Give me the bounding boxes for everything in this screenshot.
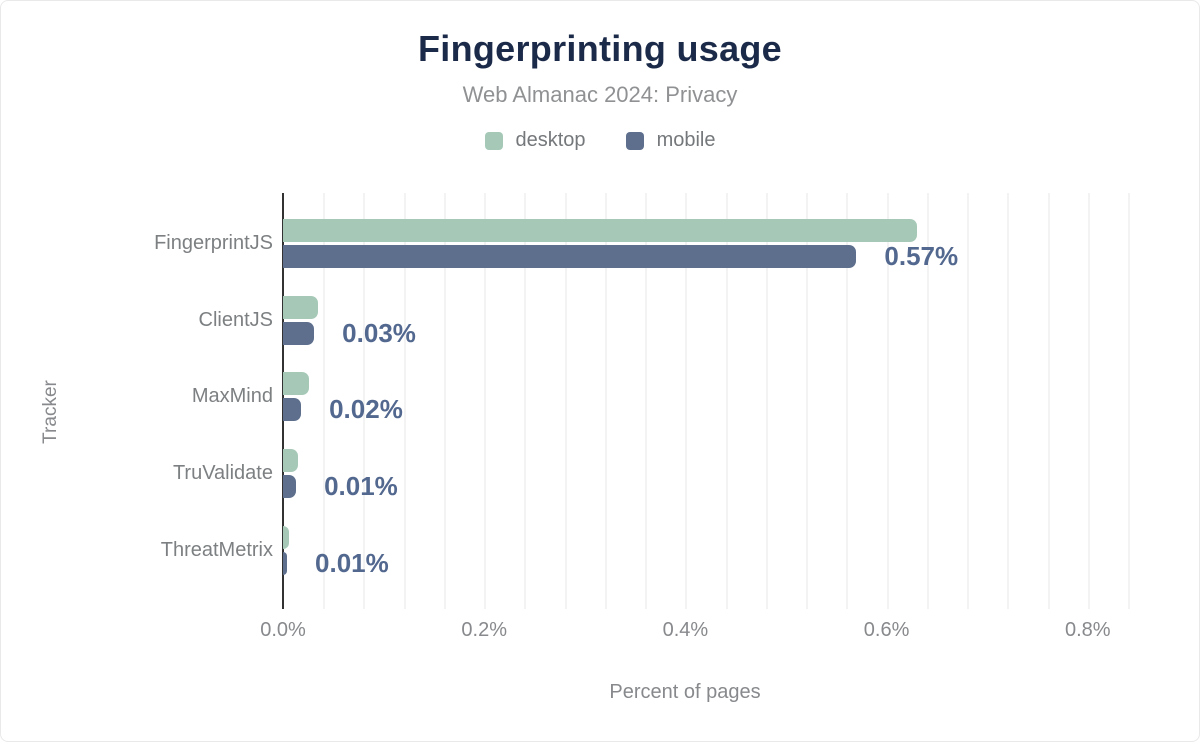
bar-row (283, 526, 1128, 550)
x-tick-label: 0.6% (863, 619, 910, 641)
gridline (1007, 193, 1010, 609)
bar-desktop-maxmind[interactable] (283, 372, 310, 396)
gridline (765, 193, 768, 609)
gridline (363, 193, 366, 609)
mobile-swatch-icon (625, 131, 644, 150)
bar-row: 0.01% (283, 471, 1128, 502)
x-tick-label: 0.2% (461, 619, 507, 641)
chart-title: Fingerprinting usage (417, 28, 782, 69)
bar-group-clientjs: ClientJS 0.03% (199, 282, 1128, 359)
bar-group-truvalidate: TruValidate 0.01% (173, 435, 1128, 512)
value-label: 0.57% (884, 240, 959, 271)
value-label: 0.01% (315, 548, 389, 579)
value-label: 0.03% (342, 317, 416, 348)
bar-row: 0.02% (283, 394, 1128, 425)
value-label: 0.02% (329, 394, 403, 425)
gridline (806, 193, 809, 609)
gridline (886, 193, 889, 609)
gridline (926, 193, 929, 609)
gridline (967, 193, 970, 609)
category-label: ClientJS (198, 308, 273, 331)
x-tick-label: 0.8% (1064, 619, 1111, 641)
bar-row (283, 295, 1128, 319)
bar-row (283, 449, 1128, 473)
gridline (1087, 193, 1090, 609)
x-axis-title: Percent of pages (609, 681, 761, 703)
legend-item-mobile[interactable]: mobile (625, 129, 716, 152)
category-label: ThreatMetrix (160, 539, 273, 562)
bar-group-threatmetrix: ThreatMetrix 0.01% (161, 512, 1128, 589)
bar-group-fingerprintjs: FingerprintJS 0.57% (154, 205, 1128, 282)
bar-mobile-fingerprintjs[interactable] (283, 244, 857, 268)
legend-label: mobile (656, 129, 716, 151)
bar-group-maxmind: MaxMind 0.02% (192, 359, 1128, 436)
plot-area: FingerprintJS 0.57% ClientJS 0.03% MaxMind 0.… (154, 193, 1130, 703)
bar-desktop-truvalidate[interactable] (283, 449, 299, 473)
gridline (564, 193, 567, 609)
desktop-swatch-icon (484, 131, 503, 150)
gridline (524, 193, 527, 609)
gridline (685, 193, 688, 609)
gridline (323, 193, 326, 609)
bar-mobile-truvalidate[interactable] (283, 475, 297, 499)
bar-row: 0.03% (283, 317, 1128, 348)
value-label: 0.01% (324, 471, 398, 502)
bar-mobile-maxmind[interactable] (283, 398, 302, 422)
bar-desktop-fingerprintjs[interactable] (283, 218, 917, 242)
bar-desktop-threatmetrix[interactable] (283, 526, 290, 550)
chart-subtitle: Web Almanac 2024: Privacy (462, 82, 738, 107)
gridline (1047, 193, 1050, 609)
legend: desktop mobile (1, 129, 1199, 152)
bar-row (283, 218, 1128, 242)
gridline (1128, 193, 1130, 609)
category-label: TruValidate (172, 462, 273, 485)
bar-row: 0.01% (283, 548, 1128, 579)
gridline (484, 193, 487, 609)
category-label: FingerprintJS (154, 231, 273, 254)
x-tick-label: 0.4% (662, 619, 709, 641)
category-label: MaxMind (191, 385, 273, 408)
legend-item-desktop[interactable]: desktop (484, 129, 586, 152)
bar-desktop-clientjs[interactable] (283, 295, 319, 319)
gridline (604, 193, 607, 609)
bar-mobile-threatmetrix[interactable] (283, 552, 288, 576)
gridline (443, 193, 446, 609)
bars-region: FingerprintJS 0.57% ClientJS 0.03% MaxMind 0.… (154, 205, 1128, 589)
gridline (725, 193, 728, 609)
gridline (403, 193, 406, 609)
bar-row (283, 372, 1128, 396)
gridline (846, 193, 849, 609)
bar-row: 0.57% (283, 240, 1128, 271)
bar-mobile-clientjs[interactable] (283, 321, 315, 345)
legend-label: desktop (515, 129, 586, 151)
gridline (645, 193, 648, 609)
x-tick-label: 0.0% (260, 619, 306, 641)
